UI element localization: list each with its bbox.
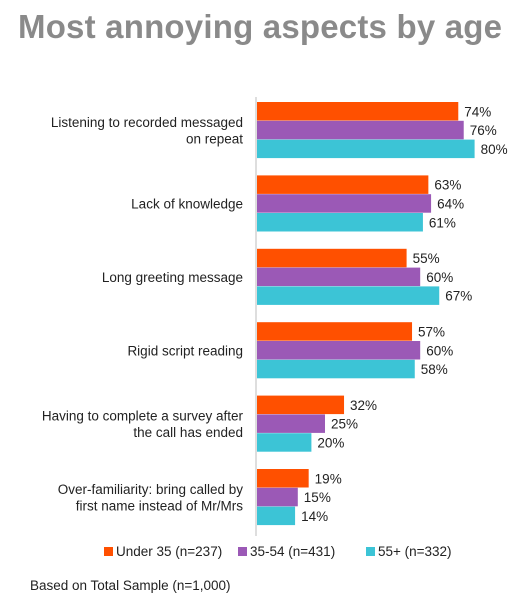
- legend-item: 35-54 (n=431): [238, 544, 335, 559]
- category-group: 32% 25% 20%: [257, 395, 377, 452]
- category-group: 19% 15% 14%: [257, 469, 342, 526]
- data-label: 61%: [429, 215, 456, 230]
- legend-label: 35-54 (n=431): [250, 544, 335, 559]
- category-group: 74% 76% 80%: [257, 102, 508, 159]
- bar: [257, 175, 429, 194]
- category-group: 57% 60% 58%: [257, 322, 453, 379]
- bar: [257, 102, 459, 121]
- data-label: 19%: [315, 471, 342, 486]
- legend-item: 55+ (n=332): [366, 544, 452, 559]
- legend-swatch: [238, 547, 247, 556]
- data-label: 63%: [434, 178, 461, 193]
- category-label: Lack of knowledge: [131, 196, 243, 211]
- bar: [257, 414, 325, 433]
- category-label: the call has ended: [133, 425, 243, 440]
- bar: [257, 248, 407, 268]
- legend-swatch: [366, 547, 375, 556]
- category-group: 55% 60% 67%: [257, 248, 472, 305]
- bar: [257, 359, 415, 379]
- data-label: 60%: [426, 270, 453, 285]
- bar: [257, 213, 423, 232]
- data-label: 67%: [445, 289, 472, 304]
- category-label: Having to complete a survey after: [42, 408, 244, 423]
- chart-title: Most annoying aspects by age: [18, 8, 503, 45]
- bar: [257, 506, 296, 526]
- bar: [257, 194, 432, 213]
- category-group: 63% 64% 61%: [257, 175, 464, 232]
- data-label: 25%: [331, 417, 358, 432]
- legend-item: Under 35 (n=237): [104, 544, 222, 559]
- category-label: on repeat: [186, 131, 243, 146]
- bars-layer: 74% 76% 80% 63% 64% 61% 55% 60% 67% 57% 60% 58% 32% 2…: [257, 102, 508, 526]
- bar: [257, 487, 298, 507]
- bar: [257, 120, 464, 140]
- footnote: Based on Total Sample (n=1,000): [30, 578, 231, 593]
- category-label: Long greeting message: [102, 270, 243, 285]
- data-label: 20%: [317, 435, 344, 450]
- bar: [257, 469, 309, 488]
- legend: Under 35 (n=237) 35-54 (n=431) 55+ (n=332): [104, 544, 452, 559]
- data-label: 64%: [437, 196, 464, 211]
- category-label: Over-familiarity: bring called by: [58, 482, 244, 497]
- bar: [257, 267, 421, 287]
- category-label: Listening to recorded messaged: [51, 115, 243, 130]
- data-label: 32%: [350, 398, 377, 413]
- legend-swatch: [104, 547, 113, 556]
- bar: [257, 433, 312, 452]
- bar: [257, 139, 475, 159]
- data-label: 15%: [304, 490, 331, 505]
- legend-label: Under 35 (n=237): [116, 544, 222, 559]
- data-label: 58%: [421, 362, 448, 377]
- category-label: first name instead of Mr/Mrs: [76, 498, 244, 513]
- legend-label: 55+ (n=332): [378, 544, 452, 559]
- data-label: 76%: [470, 123, 497, 138]
- data-label: 57%: [418, 324, 445, 339]
- data-label: 74%: [464, 104, 491, 119]
- category-label: Rigid script reading: [127, 343, 243, 358]
- data-label: 80%: [481, 142, 508, 157]
- bar: [257, 341, 421, 360]
- data-label: 14%: [301, 509, 328, 524]
- bar: [257, 322, 413, 341]
- data-label: 55%: [413, 251, 440, 266]
- bar: [257, 395, 345, 415]
- bar: [257, 286, 440, 305]
- data-label: 60%: [426, 343, 453, 358]
